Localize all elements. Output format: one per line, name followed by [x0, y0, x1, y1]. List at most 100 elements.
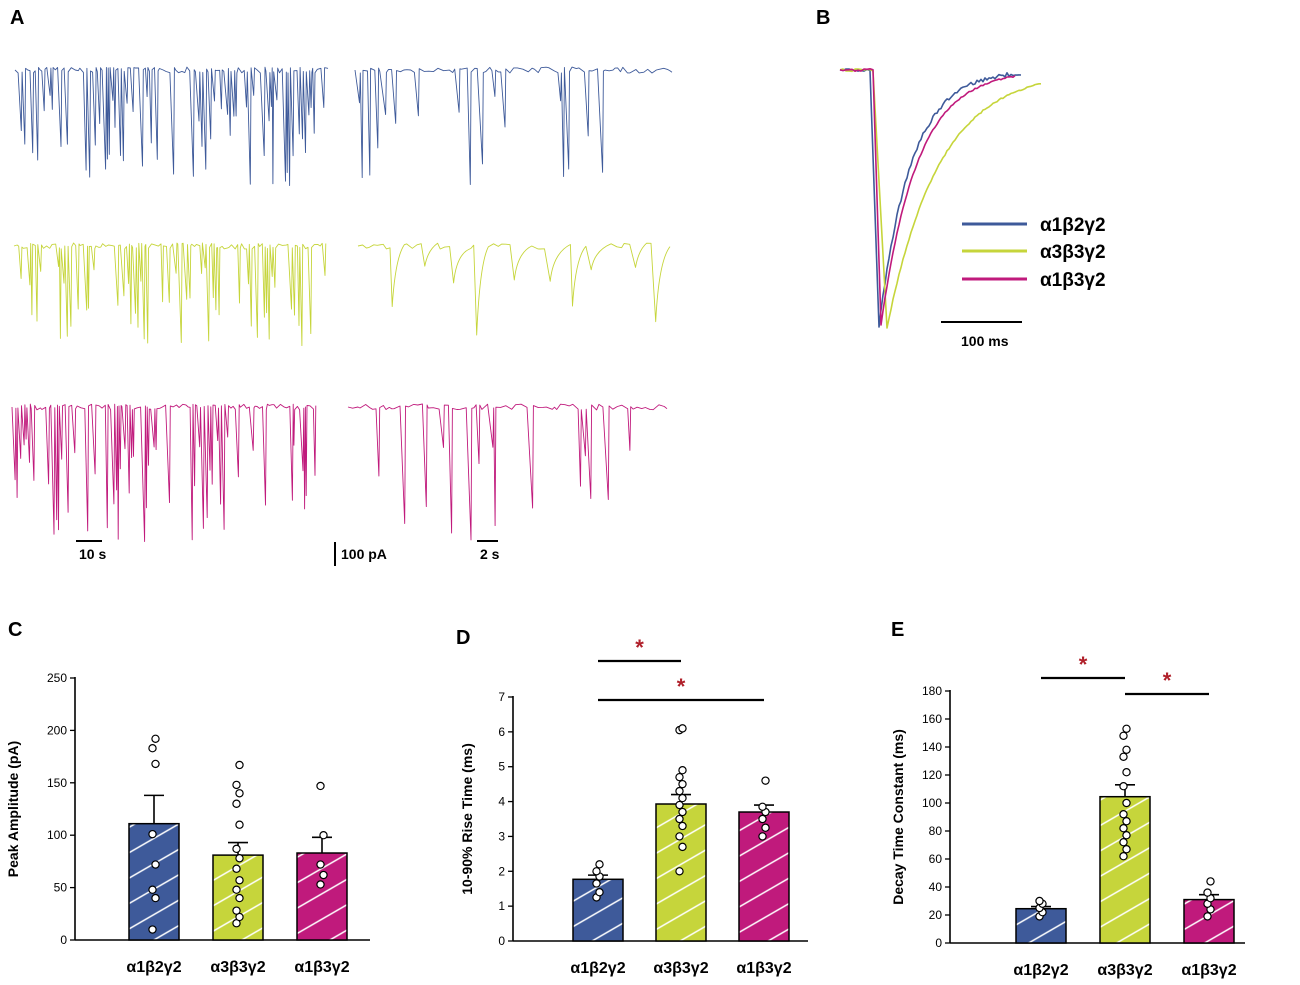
category-label-d: α3β3γ2 — [653, 960, 708, 977]
averaged-traces — [840, 69, 1041, 328]
chart-c-plot: 0 50 100 150 200 250 Peak Amplitude (pA) α1β2γ2… — [5, 671, 370, 976]
category-label-c: α3β3γ2 — [210, 959, 265, 976]
data-point-c-a3b3g2 — [236, 894, 243, 901]
y-tick-label-e: 180 — [922, 684, 942, 698]
y-tick-label-d: 3 — [498, 829, 505, 843]
y-tick-label-e: 80 — [929, 824, 943, 838]
category-label-c: α1β3γ2 — [294, 959, 349, 976]
data-point-d-a3b3g2 — [676, 833, 683, 840]
data-point-d-a3b3g2 — [679, 808, 686, 815]
legend-label-a1b3g2: α1β3γ2 — [1040, 270, 1106, 291]
data-point-c-a3b3g2 — [233, 781, 240, 788]
data-point-e-a3b3g2 — [1120, 753, 1127, 760]
data-point-c-a1b2g2 — [152, 735, 159, 742]
category-label-e: α3β3γ2 — [1097, 962, 1152, 979]
data-point-c-a3b3g2 — [236, 790, 243, 797]
scale-label-10s: 10 s — [79, 546, 106, 562]
scale-label-100ms: 100 ms — [961, 333, 1009, 349]
y-tick-label-d: 7 — [498, 690, 505, 704]
data-point-d-a3b3g2 — [676, 788, 683, 795]
panel-a-label: A — [10, 7, 24, 29]
y-tick-label-c: 200 — [47, 723, 67, 737]
data-point-c-a3b3g2 — [233, 800, 240, 807]
chart-d-plot: 0 1 2 3 4 5 6 7 10-90% Rise Time (ms) α1β2γ2 α3β3γ… — [459, 635, 808, 977]
data-point-e-a3b3g2 — [1123, 832, 1130, 839]
data-point-e-a3b3g2 — [1123, 799, 1130, 806]
significance-star-d: * — [677, 674, 686, 699]
data-point-d-a1b3g2 — [759, 833, 766, 840]
data-point-d-a1b3g2 — [759, 815, 766, 822]
data-point-d-a3b3g2 — [679, 794, 686, 801]
data-point-d-a3b3g2 — [676, 801, 683, 808]
data-point-c-a1b2g2 — [149, 926, 156, 933]
y-tick-label-c: 50 — [54, 881, 68, 895]
data-point-c-a3b3g2 — [236, 761, 243, 768]
data-point-d-a1b3g2 — [762, 777, 769, 784]
data-point-e-a3b3g2 — [1123, 769, 1130, 776]
data-point-d-a1b2g2 — [596, 889, 603, 896]
data-point-c-a1b2g2 — [149, 745, 156, 752]
bar-hatch-c-a1b2g2 — [129, 824, 179, 940]
chart-e: E 020406080100120140160180Decay Time Con… — [890, 619, 1245, 979]
figure: A 10 s 100 pA 2 s B α1β2γ2 α3β3γ2 α1β3γ2… — [0, 0, 1300, 985]
data-point-e-a3b3g2 — [1120, 732, 1127, 739]
avg-trace-a1b2g2 — [840, 69, 1021, 327]
y-tick-label-d: 6 — [498, 725, 505, 739]
legend-label-a3b3g2: α3β3γ2 — [1040, 242, 1106, 263]
y-tick-label-e: 120 — [922, 768, 942, 782]
y-tick-label-d: 5 — [498, 760, 505, 774]
data-point-c-a3b3g2 — [236, 877, 243, 884]
trace-a1b2g2-long — [15, 67, 328, 185]
scale-label-100pa: 100 pA — [341, 546, 387, 562]
trace-a1b3g2-short — [348, 404, 667, 540]
panel-b: B α1β2γ2 α3β3γ2 α1β3γ2 100 ms — [816, 7, 1106, 349]
data-point-c-a1b3g2 — [320, 832, 327, 839]
y-tick-label-e: 100 — [922, 796, 942, 810]
data-point-d-a3b3g2 — [679, 767, 686, 774]
legend-label-a1b2g2: α1β2γ2 — [1040, 215, 1106, 236]
panel-d-label: D — [456, 627, 470, 649]
data-point-e-a3b3g2 — [1123, 818, 1130, 825]
category-label-d: α1β3γ2 — [736, 960, 791, 977]
data-point-e-a1b2g2 — [1036, 897, 1043, 904]
category-label-c: α1β2γ2 — [126, 959, 181, 976]
data-point-c-a1b3g2 — [317, 861, 324, 868]
y-tick-label-d: 4 — [498, 795, 505, 809]
data-point-e-a3b3g2 — [1123, 846, 1130, 853]
data-point-c-a1b2g2 — [152, 760, 159, 767]
significance-star-e: * — [1163, 668, 1172, 693]
data-point-c-a3b3g2 — [236, 855, 243, 862]
chart-d: D 0 1 2 3 4 5 6 7 10-90% Rise Time (ms) α1β2γ2 α3β… — [456, 627, 808, 977]
data-point-e-a3b3g2 — [1123, 746, 1130, 753]
data-point-e-a3b3g2 — [1120, 783, 1127, 790]
data-point-d-a3b3g2 — [679, 822, 686, 829]
y-tick-label-e: 140 — [922, 740, 942, 754]
y-tick-label-e: 40 — [929, 880, 943, 894]
panel-e-label: E — [891, 619, 904, 641]
data-point-c-a1b3g2 — [320, 871, 327, 878]
data-point-e-a3b3g2 — [1120, 853, 1127, 860]
data-point-e-a3b3g2 — [1123, 725, 1130, 732]
y-tick-label-e: 160 — [922, 712, 942, 726]
data-point-d-a3b3g2 — [679, 725, 686, 732]
data-point-d-a3b3g2 — [676, 774, 683, 781]
y-tick-label-e: 20 — [929, 908, 943, 922]
category-label-d: α1β2γ2 — [570, 960, 625, 977]
y-axis-title-c: Peak Amplitude (pA) — [5, 741, 21, 877]
data-point-d-a1b3g2 — [759, 803, 766, 810]
data-point-e-a3b3g2 — [1120, 839, 1127, 846]
data-point-c-a1b3g2 — [317, 782, 324, 789]
trace-a3b3g2-short — [358, 243, 670, 335]
panel-c-label: C — [8, 619, 22, 641]
data-point-c-a1b3g2 — [317, 881, 324, 888]
data-point-c-a1b2g2 — [152, 861, 159, 868]
y-tick-label-c: 100 — [47, 828, 67, 842]
y-tick-label-c: 150 — [47, 776, 67, 790]
data-point-c-a3b3g2 — [233, 886, 240, 893]
data-point-c-a3b3g2 — [236, 821, 243, 828]
y-tick-label-d: 2 — [498, 864, 505, 878]
data-point-d-a1b3g2 — [762, 824, 769, 831]
data-point-c-a1b2g2 — [149, 886, 156, 893]
y-tick-label-c: 250 — [47, 671, 67, 685]
y-tick-label-d: 0 — [498, 934, 505, 948]
